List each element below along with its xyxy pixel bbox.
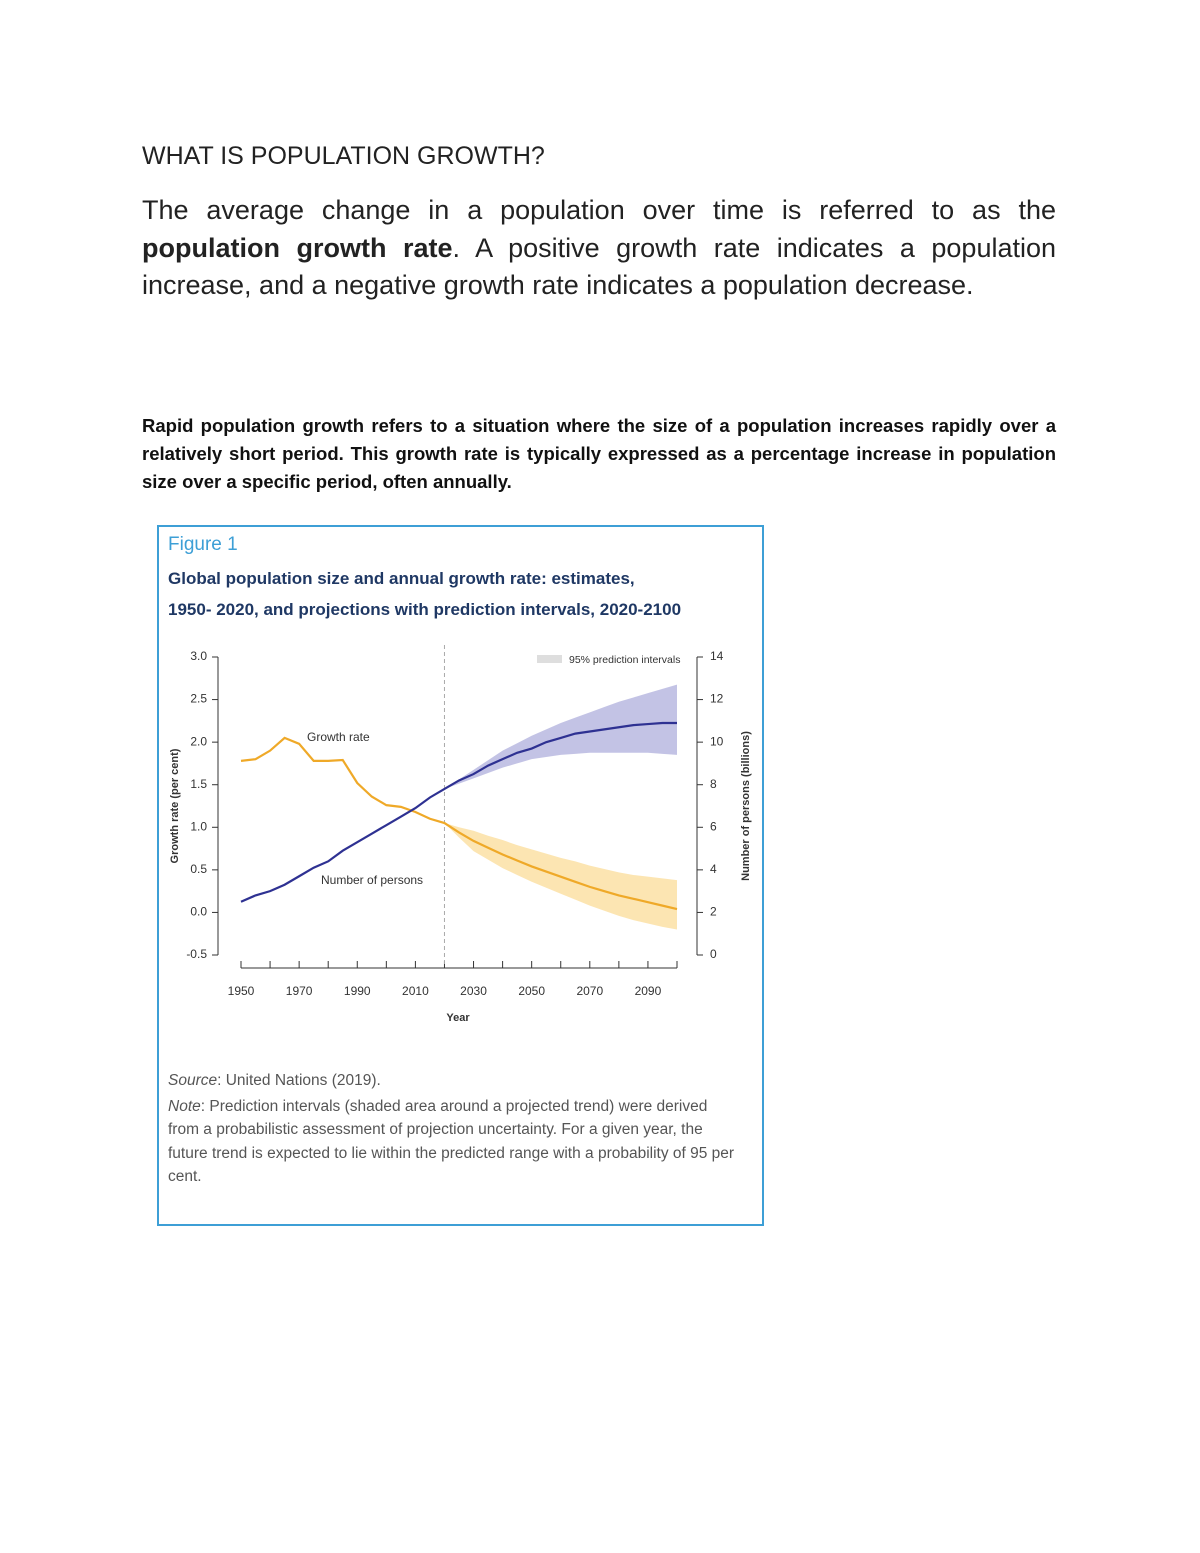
- note: Note: Prediction intervals (shaded area …: [168, 1095, 740, 1188]
- x-tick-label: 2090: [635, 984, 662, 998]
- source-text: : United Nations (2019).: [217, 1072, 381, 1089]
- source-label: Source: [168, 1072, 218, 1089]
- y-axis-title: Growth rate (per cent): [169, 748, 181, 863]
- bold-text: population growth rate: [142, 232, 453, 263]
- heading: WHAT IS POPULATION GROWTH?: [142, 142, 545, 170]
- title-line: 1950- 2020, and projections with predict…: [168, 600, 682, 619]
- x-tick-label: 1990: [344, 984, 371, 998]
- legend-label: 95% prediction intervals: [569, 654, 680, 666]
- paragraph: Rapid population growth refers to a situ…: [142, 415, 1056, 492]
- x-axis-title: Year: [446, 1012, 470, 1024]
- y2-tick-label: 8: [710, 777, 717, 791]
- figure-frame: [157, 525, 764, 1226]
- figure-title: Global population size and annual growth…: [168, 563, 681, 625]
- y-tick-label: 1.5: [190, 777, 207, 791]
- y-tick-label: 0.5: [190, 862, 207, 876]
- note-label: Note: [168, 1098, 201, 1115]
- title-line: Global population size and annual growth…: [168, 569, 635, 588]
- x-tick-label: 2010: [402, 984, 429, 998]
- text: The average change in a population over …: [142, 195, 1056, 225]
- text: . A positive growth rate indicates a pop…: [142, 232, 1057, 301]
- series-line: [240, 736, 678, 911]
- y-tick-label: 0.0: [190, 905, 207, 919]
- source: Source: United Nations (2019).: [168, 1072, 381, 1090]
- series-label: Growth rate: [307, 730, 370, 744]
- y2-tick-label: 0: [710, 947, 717, 961]
- x-tick-label: 2030: [460, 984, 487, 998]
- x-tick-label: 2050: [518, 984, 545, 998]
- x-tick-label: 1950: [228, 984, 255, 998]
- note-text: : Prediction intervals (shaded area arou…: [168, 1098, 735, 1185]
- y2-tick-label: 2: [710, 905, 717, 919]
- y-tick-label: 2.5: [190, 692, 207, 706]
- y2-tick-label: 12: [710, 692, 724, 706]
- y2-tick-label: 10: [710, 734, 724, 748]
- y2-axis-title: Number of persons (billions): [740, 731, 752, 881]
- y-tick-label: 2.0: [190, 734, 207, 748]
- x-tick-label: 1970: [286, 984, 313, 998]
- x-tick-label: 2070: [576, 984, 603, 998]
- y-tick-label: -0.5: [186, 947, 207, 961]
- y2-tick-label: 14: [710, 649, 724, 663]
- figure-label: Figure 1: [168, 534, 238, 555]
- paragraph: The average change in a population over …: [142, 192, 1056, 305]
- series-line: [240, 721, 677, 903]
- y-tick-label: 3.0: [190, 649, 207, 663]
- y2-tick-label: 4: [710, 862, 717, 876]
- series-label: Number of persons: [321, 873, 423, 887]
- y2-tick-label: 6: [710, 819, 717, 833]
- legend-swatch: [537, 655, 562, 663]
- y-tick-label: 1.0: [190, 819, 207, 833]
